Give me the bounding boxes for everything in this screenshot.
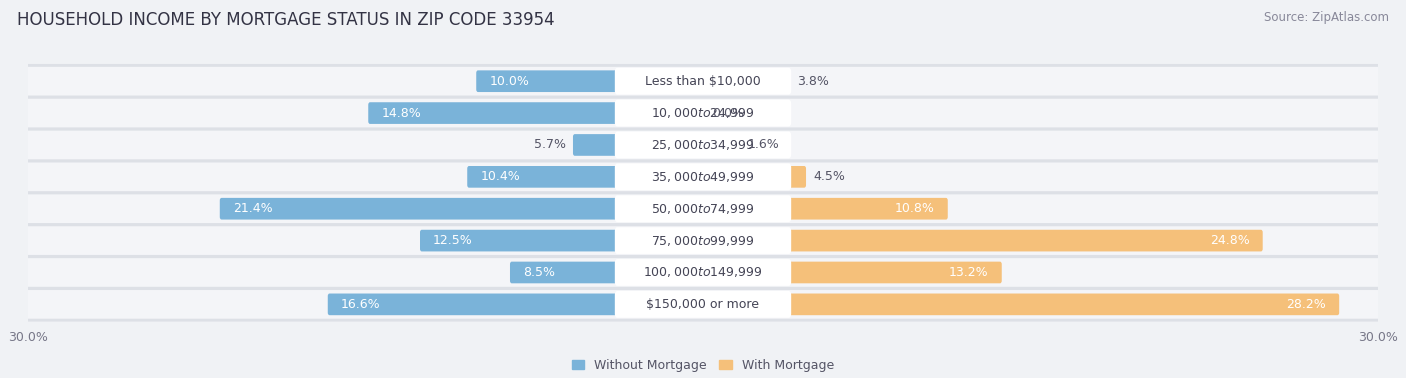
FancyBboxPatch shape (477, 70, 704, 92)
FancyBboxPatch shape (702, 230, 1263, 251)
FancyBboxPatch shape (614, 132, 792, 158)
FancyBboxPatch shape (14, 64, 1392, 98)
Text: 13.2%: 13.2% (949, 266, 988, 279)
FancyBboxPatch shape (20, 194, 1386, 223)
FancyBboxPatch shape (368, 102, 704, 124)
Text: 4.5%: 4.5% (813, 170, 845, 183)
Text: $100,000 to $149,999: $100,000 to $149,999 (644, 265, 762, 279)
FancyBboxPatch shape (20, 99, 1386, 127)
Text: 3.8%: 3.8% (797, 75, 830, 88)
FancyBboxPatch shape (614, 259, 792, 286)
Text: 8.5%: 8.5% (523, 266, 555, 279)
FancyBboxPatch shape (219, 198, 704, 220)
FancyBboxPatch shape (14, 160, 1392, 194)
FancyBboxPatch shape (20, 290, 1386, 319)
Text: 10.4%: 10.4% (481, 170, 520, 183)
FancyBboxPatch shape (702, 198, 948, 220)
FancyBboxPatch shape (467, 166, 704, 188)
Text: Source: ZipAtlas.com: Source: ZipAtlas.com (1264, 11, 1389, 24)
Legend: Without Mortgage, With Mortgage: Without Mortgage, With Mortgage (567, 354, 839, 377)
FancyBboxPatch shape (14, 192, 1392, 226)
Text: 0.0%: 0.0% (711, 107, 744, 119)
FancyBboxPatch shape (574, 134, 704, 156)
FancyBboxPatch shape (420, 230, 704, 251)
FancyBboxPatch shape (614, 100, 792, 127)
FancyBboxPatch shape (14, 96, 1392, 130)
Text: $35,000 to $49,999: $35,000 to $49,999 (651, 170, 755, 184)
Text: 21.4%: 21.4% (233, 202, 273, 215)
FancyBboxPatch shape (20, 131, 1386, 159)
FancyBboxPatch shape (20, 67, 1386, 96)
FancyBboxPatch shape (20, 258, 1386, 287)
FancyBboxPatch shape (20, 226, 1386, 255)
FancyBboxPatch shape (614, 68, 792, 94)
FancyBboxPatch shape (614, 291, 792, 318)
Text: 28.2%: 28.2% (1286, 298, 1326, 311)
FancyBboxPatch shape (328, 294, 704, 315)
FancyBboxPatch shape (20, 163, 1386, 191)
Text: 10.0%: 10.0% (489, 75, 529, 88)
FancyBboxPatch shape (510, 262, 704, 284)
FancyBboxPatch shape (702, 166, 806, 188)
FancyBboxPatch shape (14, 287, 1392, 322)
FancyBboxPatch shape (14, 128, 1392, 162)
Text: $75,000 to $99,999: $75,000 to $99,999 (651, 234, 755, 248)
FancyBboxPatch shape (614, 163, 792, 190)
Text: $10,000 to $24,999: $10,000 to $24,999 (651, 106, 755, 120)
FancyBboxPatch shape (702, 262, 1001, 284)
Text: HOUSEHOLD INCOME BY MORTGAGE STATUS IN ZIP CODE 33954: HOUSEHOLD INCOME BY MORTGAGE STATUS IN Z… (17, 11, 554, 29)
FancyBboxPatch shape (614, 195, 792, 222)
Text: 16.6%: 16.6% (340, 298, 381, 311)
FancyBboxPatch shape (702, 70, 790, 92)
FancyBboxPatch shape (702, 134, 741, 156)
Text: Less than $10,000: Less than $10,000 (645, 75, 761, 88)
Text: 1.6%: 1.6% (748, 138, 780, 152)
Text: 14.8%: 14.8% (381, 107, 420, 119)
FancyBboxPatch shape (702, 294, 1339, 315)
Text: 5.7%: 5.7% (534, 138, 565, 152)
FancyBboxPatch shape (614, 227, 792, 254)
Text: $150,000 or more: $150,000 or more (647, 298, 759, 311)
Text: 10.8%: 10.8% (894, 202, 935, 215)
FancyBboxPatch shape (14, 255, 1392, 290)
Text: $25,000 to $34,999: $25,000 to $34,999 (651, 138, 755, 152)
Text: $50,000 to $74,999: $50,000 to $74,999 (651, 202, 755, 216)
FancyBboxPatch shape (14, 223, 1392, 258)
Text: 12.5%: 12.5% (433, 234, 472, 247)
Text: 24.8%: 24.8% (1211, 234, 1250, 247)
